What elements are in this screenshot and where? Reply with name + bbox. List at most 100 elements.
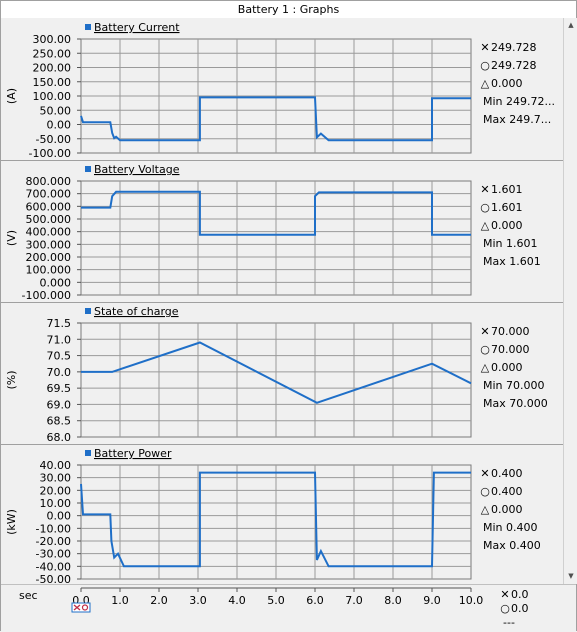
y-tick-label: 300.000: [26, 238, 72, 251]
cursor-o-value: 70.000: [491, 342, 530, 356]
time-cursor-marker: [71, 602, 91, 613]
time-cursor-x-value: 0.0: [511, 587, 529, 601]
y-tick-label: -30.00: [36, 548, 71, 561]
cross-cursor-icon: ✕: [480, 40, 490, 54]
x-tick-label: 9.0: [423, 594, 441, 607]
y-tick-label: 0.00: [47, 119, 72, 132]
y-tick-label: 300.00: [33, 33, 72, 46]
time-cursor-o-value: 0.0: [511, 601, 529, 615]
circle-cursor-icon: ○: [480, 342, 490, 356]
cross-cursor-icon: ✕: [500, 587, 510, 601]
cursor-delta-value: 0.000: [491, 502, 523, 516]
chart-title: Battery Power: [94, 447, 172, 460]
x-axis-label: sec: [19, 589, 38, 602]
delta-icon: △: [480, 360, 490, 374]
cursor-min-value: Min 249.72...: [483, 94, 555, 108]
time-axis[interactable]: sec 0.0 1.0 2.0 3.0 4.0 5.0 6.0 7.0 8.0 9.0 10.0: [1, 585, 483, 632]
y-tick-label: 68.0: [47, 431, 72, 444]
x-tick-label: 5.0: [267, 594, 285, 607]
y-tick-label: 71.0: [47, 333, 72, 346]
circle-cursor-icon: ○: [480, 200, 490, 214]
cursor-max-value: Max 70.000: [483, 396, 548, 410]
cross-cursor-icon: ✕: [480, 324, 490, 338]
window-title: Battery 1 : Graphs: [1, 1, 576, 19]
time-cursor-handle: [71, 602, 91, 613]
chart-area: 300.00 250.00 200.00 150.00 100.00 50.00 0.00-…: [1, 18, 563, 586]
circle-cursor-icon: ○: [500, 601, 510, 615]
y-tick-label: 0.00: [47, 510, 72, 523]
y-tick-label: 200.000: [26, 251, 72, 264]
cursor-readout-current: ✕ 249.728 ○ 249.728 △ 0.000 Min 249.72... M…: [479, 38, 563, 128]
battery-current-chart[interactable]: 300.00250.00200.00150.00100.0050.000.00-…: [1, 18, 479, 160]
panel-separator: [1, 444, 563, 445]
x-tick-label: 6.0: [306, 594, 324, 607]
cursor-delta-value: 0.000: [491, 218, 523, 232]
y-tick-label: 40.00: [40, 459, 72, 472]
y-tick-label: 800.000: [26, 175, 72, 188]
cursor-readout-voltage: ✕ 1.601 ○ 1.601 △ 0.000 Min 1.601 Max 1.601: [479, 180, 563, 270]
cursor-x-value: 70.000: [491, 324, 530, 338]
cursor-readout-soc: ✕ 70.000 ○ 70.000 △ 0.000 Min 70.000 Max 70…: [479, 322, 563, 412]
cursor-min-value: Min 0.400: [483, 520, 538, 534]
x-tick-label: 10.0: [459, 594, 484, 607]
scroll-up-arrow-icon[interactable]: ▲: [568, 21, 574, 29]
y-axis-label: (A): [5, 88, 18, 104]
y-tick-label: 150.00: [33, 76, 72, 89]
y-tick-label: 70.0: [47, 366, 72, 379]
y-tick-label: 250.00: [33, 47, 72, 60]
y-tick-label: -20.00: [36, 535, 71, 548]
delta-icon: △: [480, 218, 490, 232]
state-of-charge-chart[interactable]: 71.5 71.0 70.5 70.0 69.5 69.0 68.5 68.0 (%) State…: [1, 302, 479, 444]
vertical-scrollbar[interactable]: ▲ ▼: [563, 18, 577, 584]
y-tick-label: 0.000: [40, 276, 72, 289]
y-tick-label: -50.00: [36, 573, 71, 586]
y-tick-label: 500.000: [26, 213, 72, 226]
y-axis-label: (kW): [5, 509, 18, 535]
cursor-o-value: 0.400: [491, 484, 523, 498]
y-tick-label: 50.00: [40, 104, 72, 117]
time-cursor-delta-value: ---: [503, 615, 515, 629]
y-tick-label: 10.00: [40, 497, 72, 510]
y-tick-label: 70.5: [47, 350, 72, 363]
cursor-max-value: Max 0.400: [483, 538, 541, 552]
legend-swatch: [85, 450, 91, 456]
cursor-delta-value: 0.000: [491, 76, 523, 90]
y-tick-label: 100.000: [26, 264, 72, 277]
y-axis-label: (V): [5, 230, 18, 246]
circle-cursor-icon: ○: [480, 484, 490, 498]
y-tick-label: -100.000: [22, 289, 71, 302]
scroll-down-arrow-icon[interactable]: ▼: [568, 572, 574, 580]
legend-swatch: [85, 24, 91, 30]
cursor-x-value: 1.601: [491, 182, 523, 196]
x-tick-label: 4.0: [228, 594, 246, 607]
battery-power-chart[interactable]: 40.0030.0020.0010.000.00-10.00-20.00-30.…: [1, 444, 479, 586]
x-tick-label: 7.0: [345, 594, 363, 607]
cursor-min-value: Min 70.000: [483, 378, 545, 392]
circle-cursor-mark: [81, 604, 89, 611]
y-tick-label: 30.00: [40, 472, 72, 485]
cursor-x-value: 249.728: [491, 40, 537, 54]
y-tick-label: 69.5: [47, 382, 72, 395]
series-line: [81, 341, 472, 404]
y-axis-label: (%): [5, 370, 18, 389]
chart-title: Battery Voltage: [94, 163, 180, 176]
x-tick-label: 1.0: [111, 594, 129, 607]
y-tick-label: 700.000: [26, 188, 72, 201]
chart-title: State of charge: [94, 305, 179, 318]
y-tick-label: 100.00: [33, 90, 72, 103]
time-cursor-readout: ✕ 0.0 ○ 0.0 ---: [499, 587, 569, 629]
battery-voltage-chart[interactable]: 800.000700.000600.000500.000400.000300.0…: [1, 160, 479, 302]
legend-swatch: [85, 166, 91, 172]
x-tick-label: 3.0: [189, 594, 207, 607]
y-tick-label: -10.00: [36, 522, 71, 535]
y-tick-label: 68.5: [47, 415, 72, 428]
y-tick-label: 600.000: [26, 200, 72, 213]
y-tick-label: 71.5: [47, 317, 72, 330]
y-tick-label: -40.00: [36, 560, 71, 573]
series-line: [81, 190, 471, 236]
series-line: [80, 96, 471, 142]
y-tick-label: -100.00: [29, 147, 71, 160]
cursor-o-value: 1.601: [491, 200, 523, 214]
cross-cursor-icon: ✕: [480, 466, 490, 480]
